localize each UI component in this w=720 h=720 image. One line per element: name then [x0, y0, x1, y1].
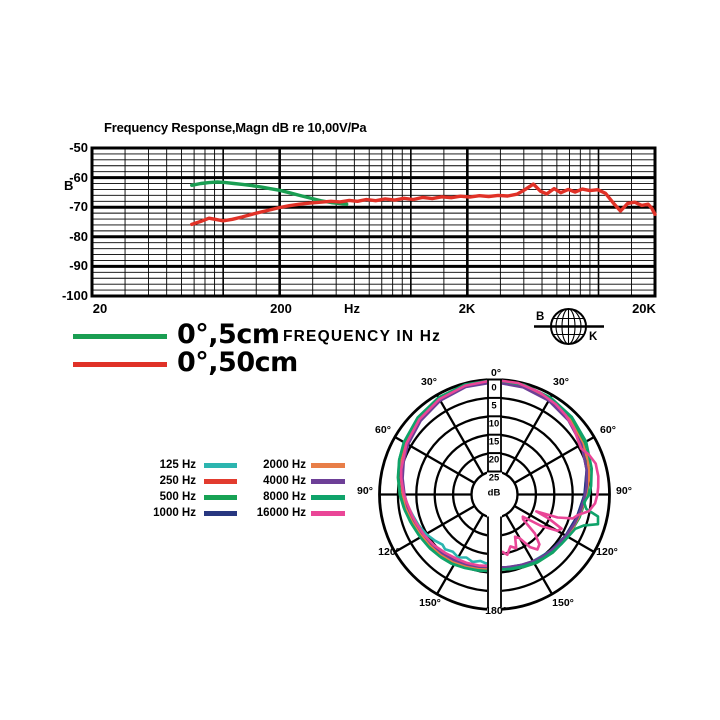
polar-angle-120-right: 120°	[596, 545, 618, 558]
polar-legend-swatch-16000	[311, 511, 345, 516]
polar-db-tick-20: 20	[488, 454, 500, 466]
polar-legend-swatch-1000	[204, 511, 237, 516]
polar-db-tick-5: 5	[491, 400, 497, 412]
polar-legend-swatch-8000	[311, 495, 345, 500]
polar-angle-60-left: 60°	[375, 423, 391, 436]
fr-x-tick-20: 20	[92, 301, 108, 316]
polar-legend-label-500: 500 Hz	[159, 491, 196, 503]
polar-db-tick-0: 0	[491, 382, 497, 394]
fr-y-tick-70: -70	[69, 199, 88, 214]
polar-db-tick-25: 25	[488, 472, 500, 484]
polar-db-unit: dB	[487, 487, 501, 499]
polar-legend-swatch-2000	[311, 463, 345, 468]
fr-y-tick-50: -50	[69, 140, 88, 155]
polar-legend-swatch-125	[204, 463, 237, 468]
fr-y-tick-90: -90	[69, 258, 88, 273]
polar-legend-label-250: 250 Hz	[159, 475, 196, 487]
bk-logo-letter-b: B	[536, 311, 545, 323]
fr-x-tick-200: 200	[270, 301, 292, 316]
polar-legend-label-16000: 16000 Hz	[256, 507, 306, 519]
polar-legend-swatch-4000	[311, 479, 345, 484]
fr-x-axis-label: FREQUENCY IN Hz	[283, 328, 442, 345]
fr-y-tick-60: -60	[69, 170, 88, 185]
polar-angle-90-left: 90°	[357, 484, 373, 497]
polar-angle-180: 180°	[485, 604, 507, 617]
polar-legend-swatch-250	[204, 479, 237, 484]
polar-angle-90-right: 90°	[616, 484, 632, 497]
polar-angle-120-left: 120°	[378, 545, 400, 558]
fr-legend-swatch-5cm	[73, 334, 167, 339]
bk-logo-letter-k: K	[589, 331, 598, 343]
fr-legend-label-5cm: 0°,5cm	[177, 319, 280, 350]
polar-legend-label-2000: 2000 Hz	[263, 459, 306, 471]
fr-y-unit-label: B	[64, 178, 74, 193]
fr-x-tick-20k: 20K	[632, 301, 656, 316]
polar-legend-label-4000: 4000 Hz	[263, 475, 306, 487]
fr-y-tick-100: -100	[61, 288, 88, 303]
polar-angle-150-right: 150°	[552, 596, 574, 609]
polar-legend-label-1000: 1000 Hz	[153, 507, 196, 519]
polar-legend-label-125: 125 Hz	[159, 459, 196, 471]
polar-legend-label-8000: 8000 Hz	[263, 491, 306, 503]
fr-x-tick-2k: 2K	[458, 301, 476, 316]
polar-angle-0: 0°	[490, 366, 502, 379]
polar-db-tick-15: 15	[488, 436, 500, 448]
fr-legend-swatch-50cm	[73, 362, 167, 367]
fr-x-unit-hz: Hz	[344, 301, 360, 316]
polar-angle-150-left: 150°	[419, 596, 441, 609]
polar-angle-60-right: 60°	[600, 423, 616, 436]
fr-legend-label-50cm: 0°,50cm	[177, 347, 298, 378]
polar-angle-30-right: 30°	[553, 375, 569, 388]
polar-legend-swatch-500	[204, 495, 237, 500]
polar-angle-30-left: 30°	[421, 375, 437, 388]
fr-chart-title: Frequency Response,Magn dB re 10,00V/Pa	[104, 120, 367, 135]
polar-db-tick-10: 10	[488, 418, 500, 430]
fr-y-tick-80: -80	[69, 229, 88, 244]
